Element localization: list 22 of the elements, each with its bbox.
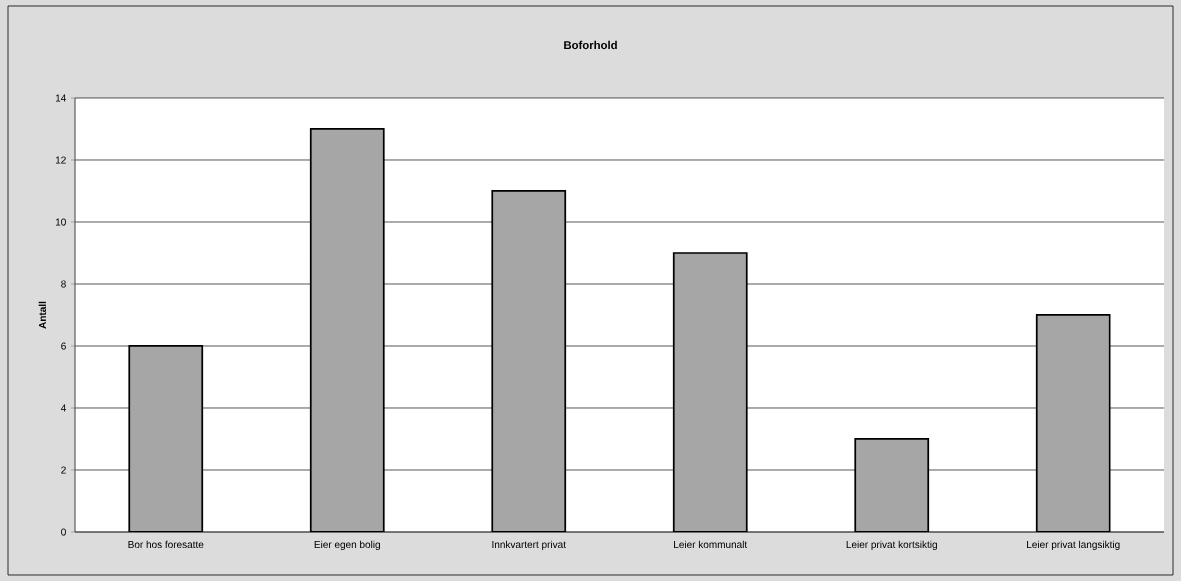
x-tick-label: Leier privat langsiktig [1027,540,1120,551]
x-tick-label: Innkvartert privat [492,540,566,551]
bar [1035,314,1111,532]
x-tick-label: Leier kommunalt [674,540,748,549]
bar [854,438,930,532]
bar [672,252,748,532]
y-axis-title: Antall [38,301,47,329]
x-tick-label: Eier egen bolig [314,540,380,551]
y-tick-label: 12 [55,156,66,164]
bar [491,190,567,532]
bar [128,345,204,532]
x-tick-label: Bor hos foresatte [128,540,204,549]
y-tick-label: 10 [55,218,66,226]
bar [309,128,385,532]
chart-title: Boforhold [564,40,617,50]
y-tick-label: 2 [61,466,66,474]
y-tick-label: 14 [55,94,67,102]
y-tick-label: 8 [61,280,66,288]
y-tick-label: 4 [60,404,67,412]
y-tick-label: 0 [61,528,66,536]
x-tick-label: Leier privat kortsiktig [846,540,937,551]
y-tick-label: 6 [61,342,66,350]
